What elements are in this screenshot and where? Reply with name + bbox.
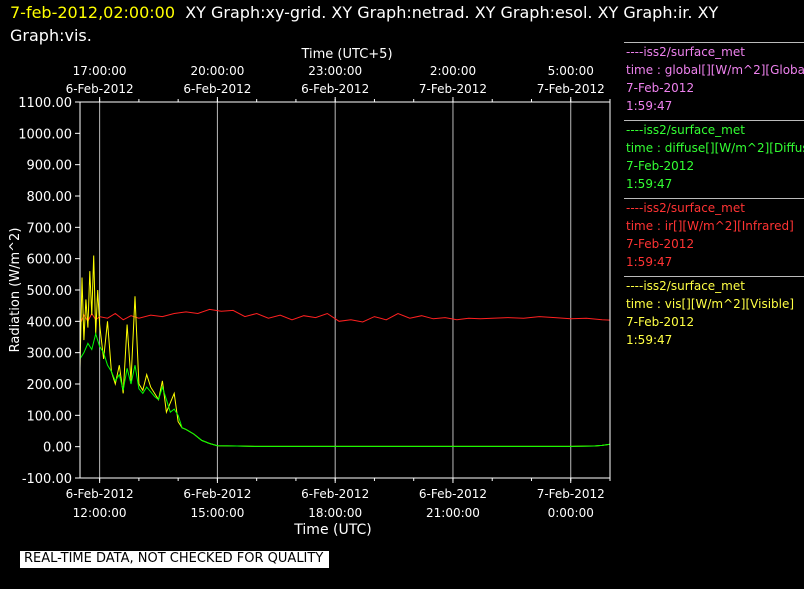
y-tick-label: 700.00 xyxy=(27,221,73,236)
series-line-ir xyxy=(79,308,611,325)
y-tick-label: 400.00 xyxy=(27,315,73,330)
legend: ----iss2/surface_met time : global[][W/m… xyxy=(624,42,804,354)
series-line-vis xyxy=(79,255,611,447)
plot-frame xyxy=(79,101,611,479)
x2-tick-label-time: 5:00:00 xyxy=(548,64,594,78)
x2-tick-label-date: 6-Feb-2012 xyxy=(183,82,251,96)
ticks: 6-Feb-2012 12:00:00 6-Feb-2012 15:00:00 6-Fe… xyxy=(18,64,611,520)
x2-tick-label-date: 6-Feb-2012 xyxy=(66,82,134,96)
x-tick-label-date: 6-Feb-2012 xyxy=(301,487,369,501)
x-tick-label-time: 12:00:00 xyxy=(73,506,127,520)
legend-source: ----iss2/surface_met xyxy=(626,45,745,59)
header-date: 7-feb-2012,02:00:00 xyxy=(10,3,176,22)
y-tick-label: 600.00 xyxy=(27,253,73,268)
legend-time: 1:59:47 xyxy=(626,99,673,113)
legend-date: 7-Feb-2012 xyxy=(626,159,695,173)
legend-date: 7-Feb-2012 xyxy=(626,81,695,95)
legend-source: ----iss2/surface_met xyxy=(626,279,745,293)
x2-tick-label-time: 23:00:00 xyxy=(308,64,362,78)
x-tick-label-time: 0:00:00 xyxy=(548,506,594,520)
y-tick-label: 800.00 xyxy=(27,190,73,205)
x-tick-label-date: 6-Feb-2012 xyxy=(66,487,134,501)
series-lines xyxy=(79,255,611,447)
y-tick-label: 100.00 xyxy=(27,409,73,424)
x2-tick-label-time: 17:00:00 xyxy=(73,64,127,78)
gridlines xyxy=(99,102,572,478)
x-tick-label-time: 21:00:00 xyxy=(426,506,480,520)
legend-time: 1:59:47 xyxy=(626,177,673,191)
y-tick-label: 300.00 xyxy=(27,347,73,362)
y-tick-label: 900.00 xyxy=(27,159,73,174)
x2-tick-label-date: 7-Feb-2012 xyxy=(419,82,487,96)
legend-item-ir[interactable]: ----iss2/surface_met time : ir[][W/m^2][… xyxy=(624,198,804,276)
y-tick-label: 200.00 xyxy=(27,378,73,393)
legend-time: 1:59:47 xyxy=(626,255,673,269)
x2-tick-label-time: 2:00:00 xyxy=(430,64,476,78)
x-tick-label-date: 6-Feb-2012 xyxy=(419,487,487,501)
legend-date: 7-Feb-2012 xyxy=(626,237,695,251)
y-axis-label: Radiation (W/m^2) xyxy=(8,228,23,353)
y-tick-label: -100.00 xyxy=(22,472,72,487)
legend-source: ----iss2/surface_met xyxy=(626,123,745,137)
chart-header: 7-feb-2012,02:00:00 XY Graph:xy-grid. XY… xyxy=(10,1,800,47)
x2-tick-label-date: 7-Feb-2012 xyxy=(537,82,605,96)
legend-variable: time : ir[][W/m^2][Infrared] xyxy=(626,219,794,233)
legend-source: ----iss2/surface_met xyxy=(626,201,745,215)
x2-tick-label-date: 6-Feb-2012 xyxy=(301,82,369,96)
y-tick-label: 1100.00 xyxy=(18,96,72,111)
legend-variable: time : diffuse[][W/m^2][Diffuse] xyxy=(626,141,804,155)
series-line-diffuse xyxy=(79,332,611,447)
axes xyxy=(79,101,611,479)
header-titles: XY Graph:xy-grid. XY Graph:netrad. XY Gr… xyxy=(10,3,719,45)
legend-item-global[interactable]: ----iss2/surface_met time : global[][W/m… xyxy=(624,42,804,120)
x-tick-label-time: 18:00:00 xyxy=(308,506,362,520)
x2-tick-label-time: 20:00:00 xyxy=(190,64,244,78)
legend-time: 1:59:47 xyxy=(626,333,673,347)
y-tick-label: 1000.00 xyxy=(18,127,72,142)
legend-variable: time : global[][W/m^2][Global] xyxy=(626,63,804,77)
legend-item-vis[interactable]: ----iss2/surface_met time : vis[][W/m^2]… xyxy=(624,276,804,354)
x2-axis-label: Time (UTC+5) xyxy=(300,47,392,62)
legend-date: 7-Feb-2012 xyxy=(626,315,695,329)
x-tick-label-date: 7-Feb-2012 xyxy=(537,487,605,501)
y-tick-label: 0.00 xyxy=(43,441,72,456)
x-tick-label-date: 6-Feb-2012 xyxy=(183,487,251,501)
x-tick-label-time: 15:00:00 xyxy=(190,506,244,520)
legend-variable: time : vis[][W/m^2][Visible] xyxy=(626,297,795,311)
y-tick-label: 500.00 xyxy=(27,284,73,299)
x-axis-label: Time (UTC) xyxy=(293,522,371,538)
legend-item-diffuse[interactable]: ----iss2/surface_met time : diffuse[][W/… xyxy=(624,120,804,198)
quality-disclaimer: REAL-TIME DATA, NOT CHECKED FOR QUALITY xyxy=(20,551,330,568)
